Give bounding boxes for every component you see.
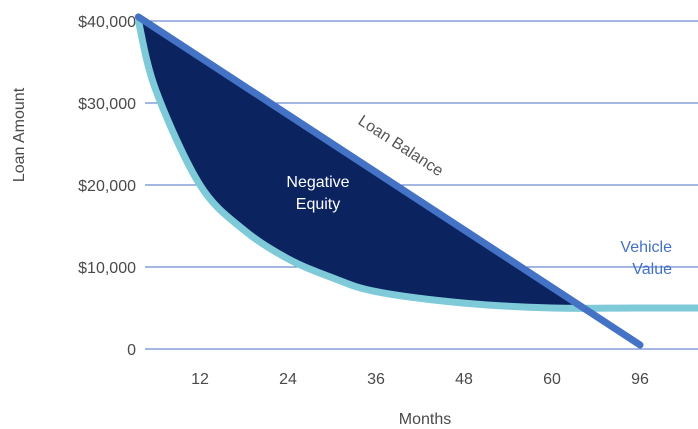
x-tick-labels: 12 24 36 48 60 96: [191, 371, 649, 388]
negative-equity-label: Equity: [296, 196, 340, 213]
series-lines: [134, 13, 698, 349]
negative-equity-label: Negative: [286, 174, 349, 191]
vehicle-value-label: Value: [632, 261, 672, 278]
y-tick-label: $20,000: [78, 178, 136, 195]
x-tick-label: 24: [279, 371, 297, 388]
vehicle-value-label: Vehicle: [620, 239, 672, 256]
x-tick-label: 36: [367, 371, 385, 388]
y-tick-label: $40,000: [78, 14, 136, 31]
x-axis-label: Months: [399, 411, 451, 428]
y-tick-label: 0: [127, 342, 136, 359]
y-tick-label: $30,000: [78, 96, 136, 113]
y-tick-labels: $40,000 $30,000 $20,000 $10,000 0: [78, 14, 136, 359]
x-tick-label: 12: [191, 371, 209, 388]
x-tick-label: 96: [631, 371, 649, 388]
x-tick-label: 60: [543, 371, 561, 388]
loan-balance-line: [134, 13, 644, 349]
y-tick-label: $10,000: [78, 260, 136, 277]
y-axis-label: Loan Amount: [11, 87, 28, 182]
x-tick-label: 48: [455, 371, 473, 388]
